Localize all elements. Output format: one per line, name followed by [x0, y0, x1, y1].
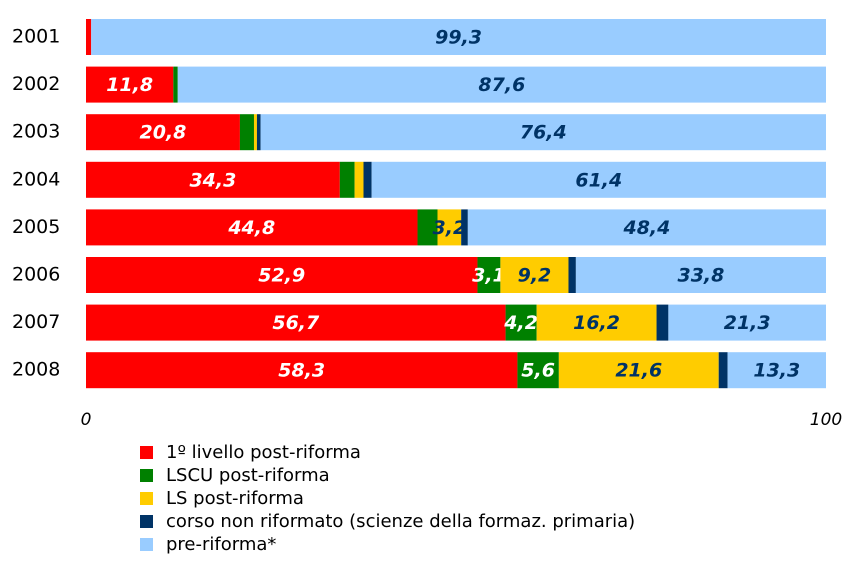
bar-segment [417, 209, 438, 246]
bar-segment [173, 66, 178, 103]
legend-swatch [140, 446, 153, 459]
bar-segment [718, 352, 728, 389]
legend-label: pre-riforma* [166, 534, 276, 555]
y-tick-label: 2005 [12, 216, 60, 238]
bar-segment [91, 19, 827, 55]
y-tick-label: 2001 [12, 26, 60, 48]
legend-label: LS post-riforma [166, 488, 304, 509]
data-label: 33,8 [677, 265, 724, 287]
bar-segment [339, 161, 355, 198]
bar-segment [86, 19, 92, 55]
data-label: 11,8 [106, 74, 153, 96]
bar-segment [86, 114, 240, 151]
bar-segment [239, 114, 254, 151]
legend-swatch [140, 492, 153, 505]
bar-segment [461, 209, 468, 246]
data-label: 13,3 [753, 360, 800, 382]
y-tick-label: 2008 [12, 359, 60, 381]
bar-segment [86, 209, 418, 246]
data-label: 3,1 [472, 265, 506, 287]
data-label: 56,7 [272, 312, 320, 334]
bar-segment [668, 304, 826, 341]
y-tick-label: 2006 [12, 264, 60, 286]
x-tick-label: 0 [81, 410, 92, 430]
bar-segment [86, 304, 506, 341]
y-tick-label: 2003 [12, 121, 60, 143]
bar-segment [256, 114, 261, 151]
data-label: 61,4 [575, 169, 622, 191]
data-label: 58,3 [278, 360, 325, 382]
bar-segment [558, 352, 719, 389]
bar-segment [363, 161, 372, 198]
data-label: 16,2 [573, 312, 620, 334]
bar-segment [517, 352, 559, 389]
data-label: 21,3 [724, 312, 771, 334]
bar-segment [536, 304, 657, 341]
data-label: 5,6 [521, 360, 555, 382]
legend-swatch [140, 538, 153, 551]
bar-segment [86, 257, 478, 293]
data-label: 21,6 [615, 360, 662, 382]
bar-segment [437, 209, 462, 246]
bar-segment [505, 304, 537, 341]
legend-swatch [140, 469, 153, 482]
bar-segment [260, 114, 826, 151]
data-label: 3,2 [433, 217, 467, 239]
x-tick-label: 100 [810, 410, 842, 430]
data-label: 48,4 [622, 217, 670, 239]
data-label: 87,6 [478, 74, 525, 96]
data-label: 76,4 [520, 122, 567, 144]
bar-segment [371, 161, 826, 198]
data-label: 4,2 [503, 312, 538, 334]
legend-label: corso non riformato (scienze della forma… [166, 511, 635, 532]
bar-segment [656, 304, 669, 341]
data-label: 9,2 [518, 265, 552, 287]
data-label: 20,8 [140, 122, 187, 144]
legend-label: LSCU post-riforma [166, 465, 330, 486]
bar-segment [86, 352, 518, 389]
data-label: 99,3 [435, 27, 482, 49]
y-tick-label: 2004 [12, 168, 60, 190]
bar-segment [500, 257, 569, 293]
bar-segment [86, 66, 174, 103]
bar-segment [253, 114, 257, 151]
bar-segment [568, 257, 576, 293]
bar-segment [477, 257, 501, 293]
data-label: 52,9 [258, 265, 305, 287]
legend-swatch [140, 515, 153, 528]
bar-segment [727, 352, 826, 389]
bar-segment [575, 257, 826, 293]
y-tick-label: 2002 [12, 73, 60, 95]
bar-segment [467, 209, 826, 246]
y-tick-label: 2007 [12, 311, 60, 333]
legend-label: 1º livello post-riforma [166, 442, 361, 463]
bar-segment [354, 161, 364, 198]
bar-segment [177, 66, 826, 103]
data-label: 34,3 [189, 169, 236, 191]
bar-segment [86, 161, 340, 198]
data-label: 44,8 [227, 217, 275, 239]
